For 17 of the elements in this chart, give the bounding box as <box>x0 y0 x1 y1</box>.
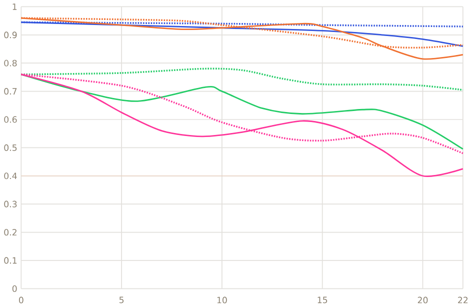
y-tick-label: 0.6 <box>4 116 17 123</box>
x-tick-label: 0 <box>18 296 24 304</box>
x-tick-label: 15 <box>318 296 328 304</box>
y-tick-label: 0.5 <box>4 144 17 151</box>
y-tick-label: 0 <box>12 285 17 292</box>
x-tick-label: 22 <box>458 296 468 304</box>
y-tick-label: 0.3 <box>4 200 17 208</box>
y-tick-label: 1 <box>12 4 17 10</box>
y-tick-label: 0.7 <box>4 88 17 95</box>
x-tick-label: 10 <box>217 296 227 304</box>
y-tick-label: 0.9 <box>4 32 17 38</box>
y-tick-label: 0.4 <box>4 172 17 180</box>
y-tick-label: 0.2 <box>4 229 16 236</box>
x-tick-label: 20 <box>418 296 428 304</box>
x-tick-label: 5 <box>119 296 124 304</box>
y-tick-label: 0.8 <box>4 60 17 66</box>
y-tick-label: 0.1 <box>4 257 17 264</box>
